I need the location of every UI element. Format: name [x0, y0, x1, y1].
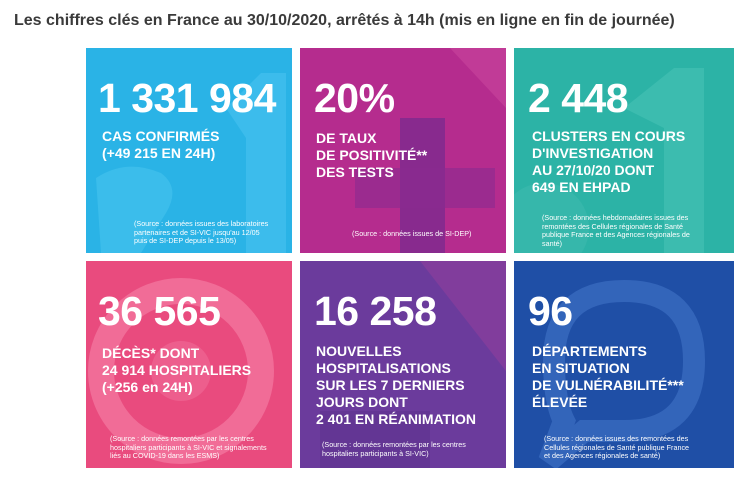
description-line: JOURS DONT — [316, 394, 408, 410]
tile-background — [300, 261, 506, 468]
tile-background — [514, 261, 734, 468]
source-line: (Source : données hebdomadaires issues d… — [542, 213, 689, 222]
hospitalisations-number: 16 258 — [314, 288, 437, 334]
tile-clusters: 2 448 CLUSTERS EN COURS D'INVESTIGATION … — [514, 48, 734, 253]
description-line: (+49 215 EN 24H) — [102, 145, 216, 161]
positivity-rate-source: (Source : données issues de SI-DEP) — [352, 229, 472, 239]
description-line: SUR LES 7 DERNIERS — [316, 377, 465, 393]
hospitalisations-description: NOUVELLES HOSPITALISATIONS SUR LES 7 DER… — [316, 343, 476, 428]
source-line: (Source : données remontées par les cent… — [322, 440, 466, 449]
tile-background — [86, 261, 292, 468]
clusters-number: 2 448 — [528, 75, 629, 121]
source-line: santé) — [542, 238, 562, 248]
key-figures-grid: 1 331 984 CAS CONFIRMÉS (+49 215 EN 24H)… — [86, 48, 734, 468]
source-line: liés au COVID-19 dans les ESMS) — [110, 451, 220, 461]
confirmed-cases-source: (Source : données issues des laboratoire… — [134, 219, 269, 246]
description-line: CAS CONFIRMÉS — [102, 128, 220, 144]
tile-positivity-rate: 20% DE TAUX DE POSITIVITÉ** DES TESTS (S… — [300, 48, 506, 253]
tile-background — [514, 48, 734, 253]
clusters-description: CLUSTERS EN COURS D'INVESTIGATION AU 27/… — [532, 128, 685, 196]
description-line: 649 EN EHPAD — [532, 179, 631, 195]
deaths-description: DÉCÈS* DONT 24 914 HOSPITALIERS (+256 en… — [102, 345, 251, 396]
positivity-rate-number: 20% — [314, 75, 395, 121]
departments-description: DÉPARTEMENTS EN SITUATION DE VULNÉRABILI… — [532, 343, 684, 411]
tile-background — [300, 48, 506, 253]
source-line: remontées des Cellules régionales de San… — [542, 221, 684, 231]
clusters-source: (Source : données hebdomadaires issues d… — [542, 213, 690, 248]
source-line: hospitaliers participants à SI-VIC et si… — [110, 442, 267, 452]
description-line: (+256 en 24H) — [102, 379, 193, 395]
description-line: 24 914 HOSPITALIERS — [102, 362, 252, 378]
description-line: ÉLEVÉE — [532, 394, 588, 410]
departments-source: (Source : données issues des remontées d… — [544, 434, 690, 461]
source-line: Cellules régionales de Santé publique Fr… — [544, 442, 690, 452]
confirmed-cases-number: 1 331 984 — [98, 75, 276, 121]
tile-hospitalisations: 16 258 NOUVELLES HOSPITALISATIONS SUR LE… — [300, 261, 506, 468]
hospitalisations-source: (Source : données remontées par les cent… — [322, 440, 466, 458]
deaths-source: (Source : données remontées par les cent… — [110, 434, 267, 461]
description-line: AU 27/10/20 DONT — [532, 162, 655, 178]
description-line: DE TAUX — [316, 130, 377, 146]
description-line: DE POSITIVITÉ** — [316, 147, 428, 163]
tile-departments: 96 DÉPARTEMENTS EN SITUATION DE VULNÉRAB… — [514, 261, 734, 468]
positivity-rate-description: DE TAUX DE POSITIVITÉ** DES TESTS — [316, 130, 427, 181]
source-line: puis de SI-DEP depuis le 13/05) — [134, 236, 237, 246]
description-line: DÉPARTEMENTS — [532, 343, 647, 359]
source-line: (Source : données issues des remontées d… — [544, 434, 689, 443]
source-line: et des Agences régionales de santé) — [544, 451, 661, 461]
source-line: partenaires et de SI-VIC jusqu'au 12/05 — [134, 227, 260, 237]
tile-confirmed-cases: 1 331 984 CAS CONFIRMÉS (+49 215 EN 24H)… — [86, 48, 292, 253]
description-line: DÉCÈS* DONT — [102, 345, 200, 361]
source-line: hospitaliers participants à SI-VIC) — [322, 448, 429, 458]
source-line: (Source : données remontées par les cent… — [110, 434, 254, 443]
description-line: 2 401 EN RÉANIMATION — [316, 411, 476, 427]
description-line: DES TESTS — [316, 164, 394, 180]
source-line: (Source : données issues des laboratoire… — [134, 219, 269, 228]
description-line: CLUSTERS EN COURS — [532, 128, 686, 144]
description-line: EN SITUATION — [532, 360, 630, 376]
confirmed-cases-description: CAS CONFIRMÉS (+49 215 EN 24H) — [102, 128, 219, 162]
source-line: (Source : données issues de SI-DEP) — [352, 229, 472, 238]
tile-deaths: 36 565 DÉCÈS* DONT 24 914 HOSPITALIERS (… — [86, 261, 292, 468]
page-headline: Les chiffres clés en France au 30/10/202… — [14, 12, 675, 29]
departments-number: 96 — [528, 288, 573, 334]
description-line: D'INVESTIGATION — [532, 145, 654, 161]
description-line: HOSPITALISATIONS — [316, 360, 451, 376]
description-line: DE VULNÉRABILITÉ*** — [532, 377, 684, 393]
deaths-number: 36 565 — [98, 288, 221, 334]
description-line: NOUVELLES — [316, 343, 402, 359]
tile-background — [86, 48, 292, 253]
source-line: publique France et des Agences régionale… — [542, 230, 690, 240]
